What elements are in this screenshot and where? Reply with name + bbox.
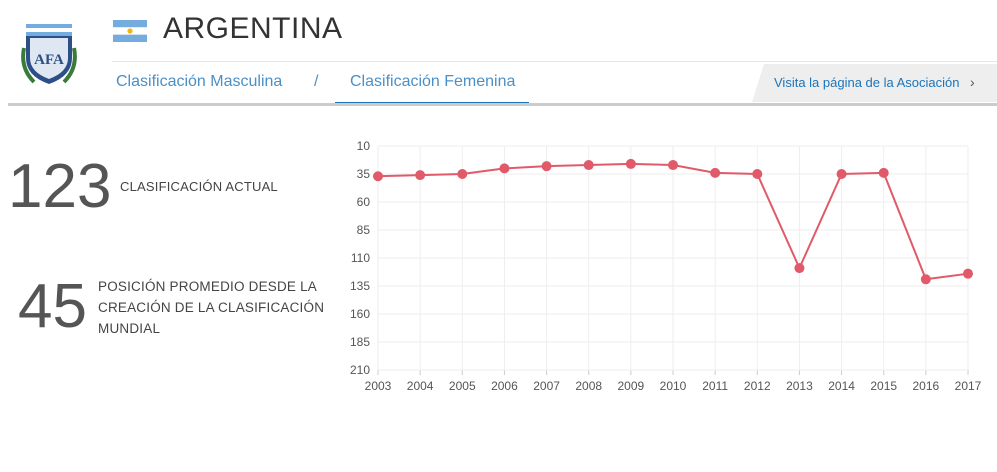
y-tick-label: 10 bbox=[357, 139, 371, 153]
header-bottom-border bbox=[8, 103, 997, 106]
y-tick-label: 110 bbox=[351, 251, 370, 265]
data-point bbox=[710, 167, 721, 178]
average-rank-value: 45 bbox=[18, 272, 87, 341]
ranking-line-chart: 2003 2004 2005 2006 2007 2008 2009 2010 2011 2012… bbox=[350, 139, 982, 393]
tab-clasificacion-femenina[interactable]: Clasificación Femenina bbox=[350, 73, 516, 90]
x-tick-label: 2013 bbox=[786, 379, 813, 393]
association-link[interactable]: Visita la página de la Asociación bbox=[774, 75, 960, 90]
y-tick-label: 160 bbox=[350, 307, 370, 321]
data-point bbox=[373, 171, 383, 182]
tab-separator: / bbox=[314, 73, 319, 90]
data-point bbox=[499, 163, 510, 174]
data-point bbox=[625, 158, 636, 169]
x-tick-label: 2005 bbox=[449, 379, 476, 393]
data-point bbox=[541, 161, 552, 172]
x-tick-label: 2007 bbox=[533, 379, 560, 393]
y-tick-label: 85 bbox=[357, 223, 371, 237]
data-point bbox=[920, 274, 931, 285]
header: AFA ARGENTINA Clasificación Masculina / … bbox=[0, 0, 997, 106]
x-tick-label: 2010 bbox=[660, 379, 687, 393]
x-tick-label: 2011 bbox=[702, 379, 728, 393]
header-divider bbox=[112, 61, 997, 62]
x-tick-label: 2014 bbox=[828, 379, 855, 393]
data-point bbox=[963, 268, 973, 279]
association-link-background bbox=[752, 64, 997, 102]
y-tick-label: 60 bbox=[357, 195, 371, 209]
argentina-flag-icon bbox=[113, 20, 147, 42]
data-point bbox=[583, 160, 594, 171]
data-point bbox=[457, 169, 468, 179]
x-tick-label: 2016 bbox=[913, 379, 940, 393]
x-tick-label: 2004 bbox=[407, 379, 434, 393]
x-tick-label: 2015 bbox=[870, 379, 897, 393]
y-tick-label: 35 bbox=[357, 167, 371, 181]
data-point bbox=[415, 170, 426, 181]
data-point bbox=[878, 167, 889, 178]
y-tick-label: 210 bbox=[350, 363, 370, 377]
x-tick-label: 2006 bbox=[491, 379, 518, 393]
country-title: ARGENTINA bbox=[163, 12, 343, 45]
y-tick-label: 185 bbox=[350, 335, 370, 349]
tab-clasificacion-masculina[interactable]: Clasificación Masculina bbox=[116, 73, 283, 90]
x-tick-label: 2017 bbox=[955, 379, 982, 393]
x-tick-label: 2009 bbox=[618, 379, 645, 393]
data-point bbox=[752, 169, 763, 179]
chevron-right-icon[interactable]: › bbox=[970, 74, 975, 90]
x-tick-label: 2003 bbox=[365, 379, 392, 393]
x-tick-label: 2012 bbox=[744, 379, 771, 393]
data-point bbox=[668, 160, 678, 171]
afa-crest-logo: AFA bbox=[21, 24, 77, 84]
svg-text:AFA: AFA bbox=[34, 52, 64, 68]
data-point bbox=[794, 263, 805, 274]
x-tick-label: 2008 bbox=[575, 379, 602, 393]
data-point bbox=[836, 169, 847, 179]
current-rank-label: CLASIFICACIÓN ACTUAL bbox=[120, 179, 278, 194]
y-tick-label: 135 bbox=[350, 279, 370, 293]
average-rank-label: POSICIÓN PROMEDIO DESDE LA CREACIÓN DE L… bbox=[98, 279, 325, 336]
current-rank-value: 123 bbox=[8, 152, 112, 221]
